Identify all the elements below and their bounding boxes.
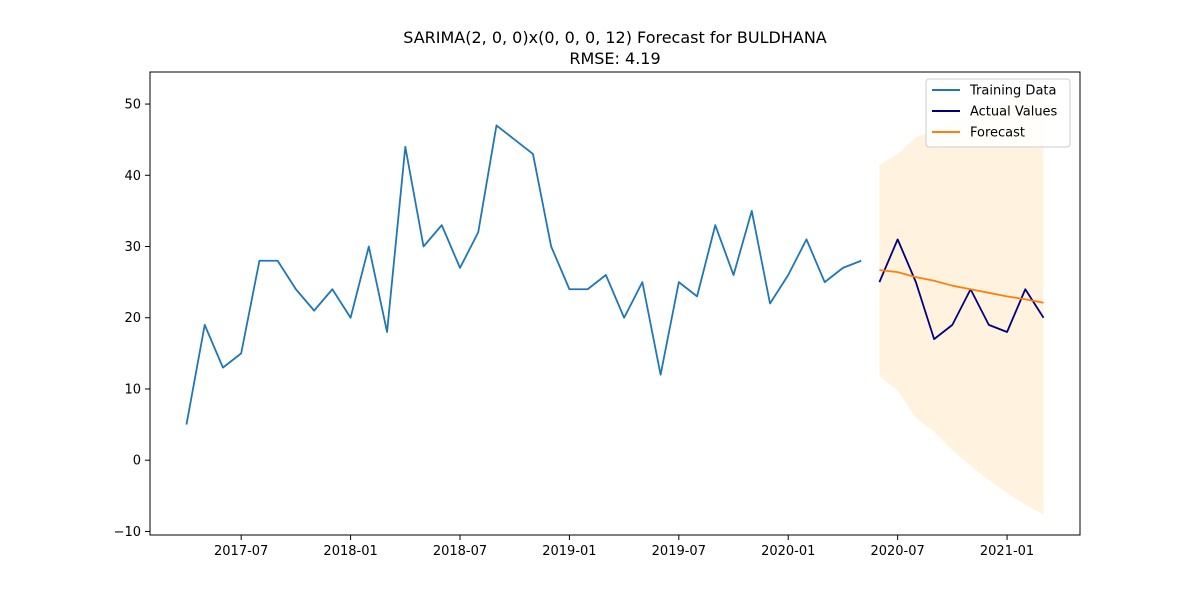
y-tick-label: 30	[124, 240, 141, 255]
y-tick-label: −10	[114, 525, 141, 540]
confidence-band-layer	[879, 91, 1044, 516]
y-tick-label: 50	[124, 98, 141, 113]
axis-layer: −10 0 10 20 30 40 50 2017-07 2018-01 2018-07 2019-…	[114, 98, 1035, 559]
x-tick-label: 2020-01	[761, 544, 815, 559]
x-tick-label: 2018-01	[323, 544, 377, 559]
legend-label: Actual Values	[970, 105, 1058, 120]
x-tick-label: 2019-01	[542, 544, 596, 559]
legend: Training Data Actual Values Forecast	[925, 78, 1071, 148]
x-tick-label: 2018-07	[433, 544, 487, 559]
legend-label: Forecast	[970, 126, 1025, 141]
y-tick-label: 10	[124, 382, 141, 397]
x-tick-label: 2017-07	[214, 544, 268, 559]
x-tick-label: 2021-01	[980, 544, 1034, 559]
x-tick-label: 2019-07	[652, 544, 706, 559]
series-layer	[185, 124, 1045, 425]
series-line-training-data	[185, 124, 862, 425]
y-tick-label: 40	[124, 169, 141, 184]
plot-area-frame	[149, 71, 1081, 536]
x-tick-label: 2020-07	[870, 544, 924, 559]
series-line-forecast	[879, 269, 1044, 304]
chart-subtitle: RMSE: 4.19	[569, 49, 660, 68]
chart-title: SARIMA(2, 0, 0)x(0, 0, 0, 12) Forecast f…	[403, 28, 827, 47]
y-tick-label: 0	[133, 454, 141, 469]
y-tick-label: 20	[124, 311, 141, 326]
legend-box	[925, 78, 1071, 148]
legend-label: Training Data	[969, 84, 1056, 99]
confidence-band	[879, 91, 1044, 516]
series-line-actual-values	[878, 238, 1045, 341]
